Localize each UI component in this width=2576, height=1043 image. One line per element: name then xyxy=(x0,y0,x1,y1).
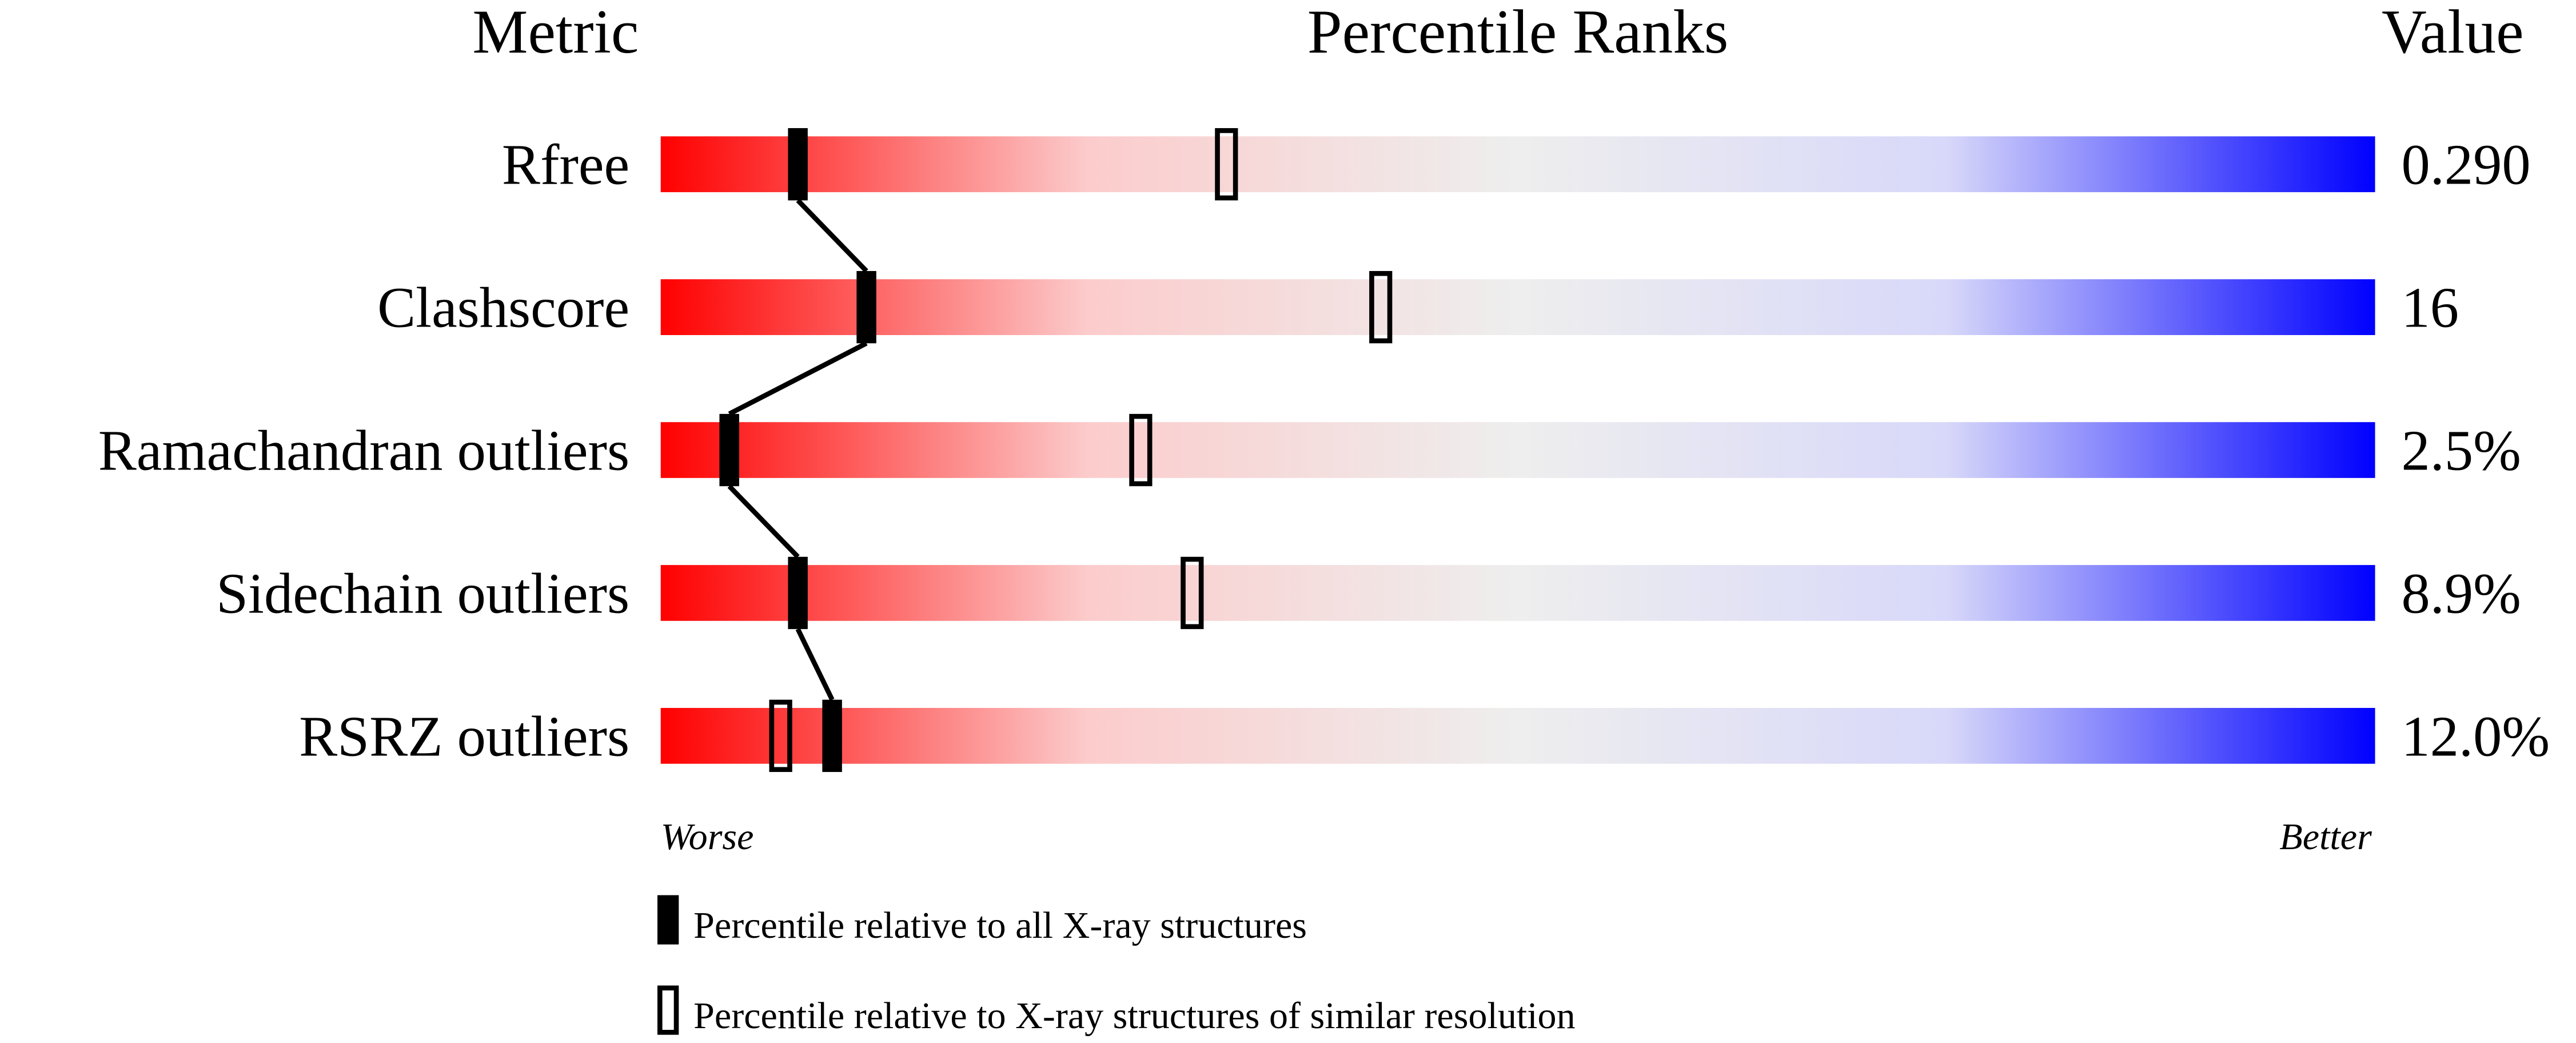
percentile-bar xyxy=(660,422,2375,478)
percentile-marker-similar xyxy=(1369,270,1393,344)
worse-label: Worse xyxy=(661,816,754,858)
percentile-marker-similar xyxy=(769,699,792,773)
metric-header: Metric xyxy=(472,0,639,66)
percentile-marker-all xyxy=(788,128,808,201)
legend-label: Percentile relative to X-ray structures … xyxy=(693,995,1575,1037)
connector-line xyxy=(727,484,800,559)
legend-swatch xyxy=(657,985,679,1035)
percentile-marker-all xyxy=(788,556,808,630)
metric-label: RSRZ outliers xyxy=(299,704,629,768)
percentile-bar xyxy=(660,708,2375,764)
percentile-marker-all xyxy=(856,270,876,344)
percentile-marker-similar xyxy=(1181,556,1204,630)
better-label: Better xyxy=(2279,816,2372,858)
metric-label: Ramachandran outliers xyxy=(98,419,629,483)
metric-value: 0.290 xyxy=(2402,133,2531,197)
connector-line xyxy=(795,628,835,701)
value-header: Value xyxy=(2382,0,2523,66)
metric-value: 12.0% xyxy=(2402,704,2550,768)
metric-label: Sidechain outliers xyxy=(216,561,629,625)
percentile-marker-similar xyxy=(1129,413,1153,487)
legend-label: Percentile relative to all X-ray structu… xyxy=(693,905,1307,946)
percentile-bar xyxy=(660,136,2375,193)
percentile-bar xyxy=(660,565,2375,621)
metric-label: Clashscore xyxy=(377,276,629,340)
percentile-marker-all xyxy=(822,699,842,773)
metric-value: 16 xyxy=(2402,276,2459,340)
percentile-marker-similar xyxy=(1215,128,1238,201)
percentile-bar xyxy=(660,279,2375,335)
connector-line xyxy=(728,341,868,416)
percentile-marker-all xyxy=(719,413,739,487)
metric-value: 2.5% xyxy=(2402,419,2521,483)
ranks-header: Percentile Ranks xyxy=(1307,0,1729,66)
legend-swatch xyxy=(657,895,679,945)
metric-value: 8.9% xyxy=(2402,561,2521,625)
connector-line xyxy=(796,198,868,273)
metric-label: Rfree xyxy=(502,133,629,197)
